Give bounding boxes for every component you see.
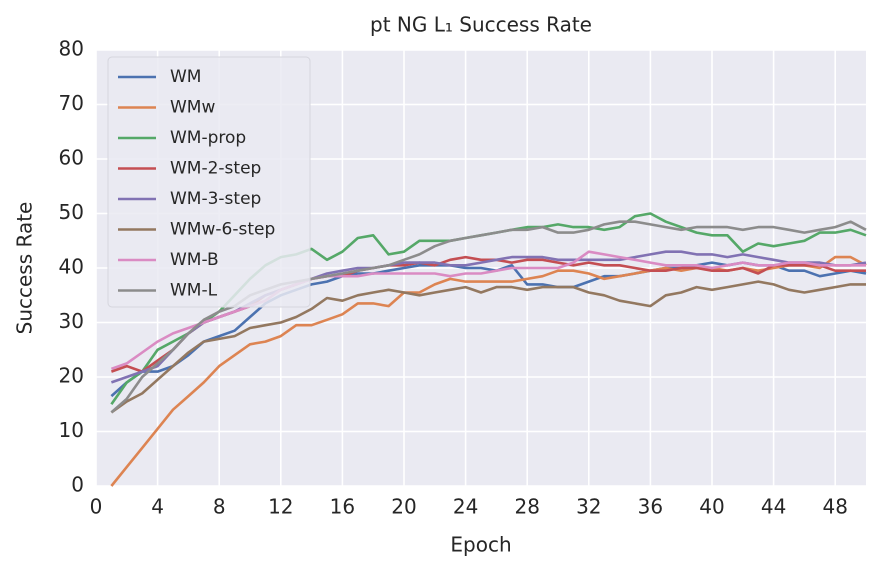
y-tick-label: 60 xyxy=(59,146,84,170)
y-tick-label: 30 xyxy=(59,309,84,333)
x-tick-label: 20 xyxy=(391,495,416,519)
y-tick-label: 50 xyxy=(59,200,84,224)
legend-label: WM-prop xyxy=(170,128,246,148)
y-tick-label: 0 xyxy=(71,473,84,497)
x-tick-label: 24 xyxy=(453,495,478,519)
legend-box xyxy=(107,56,311,308)
x-tick-label: 12 xyxy=(268,495,293,519)
series-line xyxy=(110,250,866,371)
chart-title: pt NG L₁ Success Rate xyxy=(370,13,592,37)
x-tick-label: 16 xyxy=(330,495,355,519)
y-tick-label: 40 xyxy=(59,255,84,279)
x-axis-label: Epoch xyxy=(450,533,511,557)
legend-label: WM-2-step xyxy=(170,159,261,179)
x-tick-label: 4 xyxy=(151,495,164,519)
y-axis-label: Success Rate xyxy=(13,202,37,335)
legend-label: WM xyxy=(170,67,201,87)
y-tick-label: 20 xyxy=(59,364,84,388)
y-tick-label: 10 xyxy=(59,418,84,442)
x-tick-label: 48 xyxy=(822,495,847,519)
x-tick-label: 44 xyxy=(761,495,786,519)
y-tick-label: 80 xyxy=(59,37,84,61)
y-tick-label: 70 xyxy=(59,91,84,115)
x-tick-label: 32 xyxy=(576,495,601,519)
legend-label: WMw xyxy=(170,98,215,118)
legend-label: WM-B xyxy=(170,250,219,270)
legend-label: WM-L xyxy=(170,281,218,301)
x-tick-label: 40 xyxy=(699,495,724,519)
x-tick-label: 0 xyxy=(90,495,103,519)
legend-label: WM-3-step xyxy=(170,189,261,209)
x-tick-label: 36 xyxy=(638,495,663,519)
x-tick-label: 28 xyxy=(514,495,539,519)
x-tick-label: 8 xyxy=(213,495,226,519)
legend-label: WMw-6-step xyxy=(170,220,275,240)
series-line xyxy=(110,280,866,414)
